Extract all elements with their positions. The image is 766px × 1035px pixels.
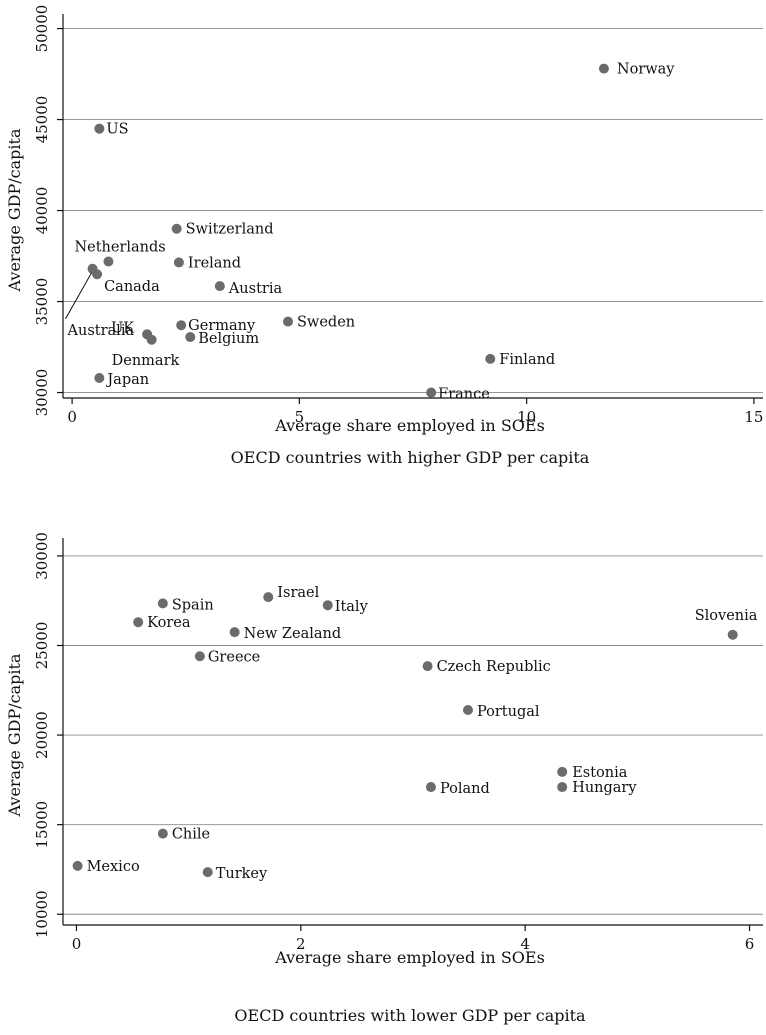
point-korea — [133, 617, 144, 628]
point-label-spain: Spain — [172, 597, 214, 613]
x-tick-label-4: 4 — [520, 935, 530, 953]
point-slovenia — [727, 629, 738, 640]
point-japan — [94, 372, 105, 383]
point-label-turkey: Turkey — [216, 866, 268, 882]
point-mexico — [72, 860, 83, 871]
point-sweden — [283, 316, 293, 327]
data-points: Norway US Switzerland Netherlands Ireland Can… — [65, 62, 675, 403]
point-label-poland: Poland — [440, 781, 490, 797]
x-tick-label-15: 15 — [744, 408, 763, 426]
y-tick-label-15000: 15000 — [33, 801, 51, 849]
x-tick-label-5: 5 — [295, 408, 305, 426]
point-australia — [87, 263, 98, 274]
point-label-chile: Chile — [172, 827, 210, 843]
point-label-italy: Italy — [335, 599, 369, 615]
point-ireland — [173, 257, 184, 268]
point-switzerland — [171, 223, 182, 234]
y-tick-label-50000: 50000 — [33, 5, 51, 53]
gridlines — [63, 28, 763, 393]
point-spain — [157, 598, 168, 609]
point-label-us: US — [106, 122, 128, 138]
point-turkey — [202, 867, 213, 878]
point-netherlands — [103, 256, 114, 267]
leader-line-australia — [65, 272, 92, 320]
point-label-finland: Finland — [499, 352, 555, 368]
y-axis-title: Average GDP/capita — [5, 128, 24, 292]
x-axis-title: Average share employed in SOEs — [274, 416, 545, 435]
point-label-germany: Germany — [188, 318, 256, 334]
point-label-denmark: Denmark — [112, 353, 180, 369]
y-tick-label-20000: 20000 — [33, 711, 51, 759]
chart-caption: OECD countries with lower GDP per capita — [234, 1006, 586, 1025]
y-axis-title: Average GDP/capita — [5, 653, 24, 817]
axes: 10000 15000 20000 25000 30000 0 2 4 6 — [33, 532, 763, 953]
point-label-austria: Austria — [228, 281, 283, 297]
point-label-portugal: Portugal — [477, 704, 540, 720]
point-label-slovenia: Slovenia — [695, 608, 758, 624]
chart-lower-gdp: 10000 15000 20000 25000 30000 0 2 4 6 Israel Spai… — [5, 532, 763, 1025]
point-label-ireland: Ireland — [188, 255, 241, 271]
point-label-norway: Norway — [617, 62, 675, 78]
point-label-estonia: Estonia — [572, 765, 628, 781]
axes: 30000 35000 40000 45000 50000 0 5 10 15 — [33, 5, 763, 426]
x-tick-label-2: 2 — [296, 935, 306, 953]
x-tick-label-10: 10 — [517, 408, 536, 426]
point-israel — [263, 592, 274, 603]
point-label-france: France — [438, 387, 490, 403]
chart-higher-gdp: 30000 35000 40000 45000 50000 0 5 10 15 Norway US… — [5, 5, 763, 467]
x-tick-label-0: 0 — [72, 935, 82, 953]
x-tick-label-0: 0 — [67, 408, 77, 426]
point-label-greece: Greece — [208, 649, 260, 665]
point-italy — [322, 600, 333, 611]
y-tick-label-30000: 30000 — [33, 532, 51, 580]
point-label-switzerland: Switzerland — [186, 222, 274, 238]
chart-caption: OECD countries with higher GDP per capit… — [231, 448, 590, 467]
point-new-zealand — [229, 627, 240, 638]
point-us — [94, 123, 105, 134]
point-czech-republic — [422, 661, 433, 672]
y-tick-label-10000: 10000 — [33, 890, 51, 938]
point-label-uk: UK — [111, 320, 135, 336]
point-label-mexico: Mexico — [87, 859, 140, 875]
point-germany — [176, 320, 187, 331]
y-tick-label-45000: 45000 — [33, 96, 51, 144]
x-axis-title: Average share employed in SOEs — [274, 948, 545, 967]
y-tick-label-40000: 40000 — [33, 187, 51, 235]
point-label-hungary: Hungary — [572, 780, 637, 796]
point-finland — [485, 353, 496, 364]
point-norway — [598, 63, 609, 74]
point-label-korea: Korea — [147, 615, 191, 631]
gridlines — [63, 555, 763, 915]
point-denmark — [146, 334, 157, 345]
point-label-sweden: Sweden — [297, 315, 355, 331]
point-portugal — [462, 705, 473, 715]
point-france — [426, 387, 437, 398]
point-label-canada: Canada — [104, 279, 160, 295]
point-label-czech-republic: Czech Republic — [437, 659, 551, 675]
y-tick-label-25000: 25000 — [33, 622, 51, 670]
point-label-australia: Australia — [67, 323, 135, 339]
x-tick-label-6: 6 — [745, 935, 755, 953]
point-label-belgium: Belgium — [198, 331, 259, 347]
y-tick-label-35000: 35000 — [33, 278, 51, 326]
point-poland — [425, 782, 436, 793]
point-label-netherlands: Netherlands — [74, 240, 165, 256]
point-label-israel: Israel — [277, 585, 319, 601]
point-chile — [157, 828, 168, 839]
point-greece — [194, 651, 205, 662]
point-austria — [214, 281, 225, 292]
point-estonia — [557, 766, 568, 777]
point-label-japan: Japan — [105, 372, 149, 388]
data-points: Israel Spain Italy Korea New Zealand Slovenia… — [72, 585, 758, 882]
y-tick-label-30000: 30000 — [33, 369, 51, 417]
point-hungary — [557, 782, 568, 793]
point-label-new-zealand: New Zealand — [244, 626, 342, 642]
point-belgium — [185, 332, 196, 343]
